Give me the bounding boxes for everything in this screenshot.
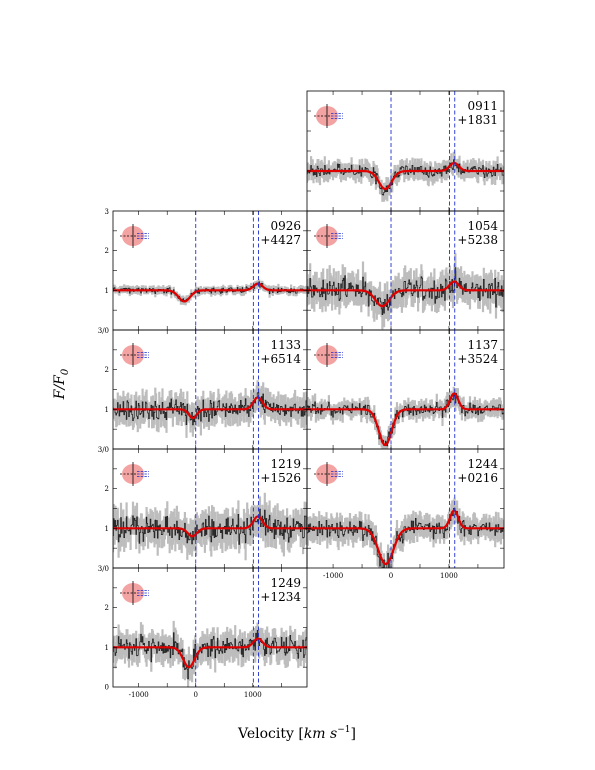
panel-1133: 1 2 3/0 1133+6514: [98, 327, 308, 450]
object-name-bottom-1249: +1234: [260, 590, 301, 604]
svg-text:F/F0: F/F0: [52, 368, 71, 400]
object-name-top-1244: 1244: [467, 457, 498, 471]
ytick-label-1219-0: 1: [105, 525, 109, 533]
model-fit-1133: [113, 396, 307, 420]
object-name-bottom-1219: +1526: [260, 471, 301, 485]
xtick-label-1249-1: 0: [194, 691, 198, 699]
plot-area-0911: [307, 151, 504, 202]
ytick-label-0926-2: 3: [105, 208, 109, 216]
plot-area-1133: [113, 380, 307, 438]
object-name-top-1054: 1054: [467, 219, 498, 233]
model-fit-1219: [113, 515, 307, 538]
ytick-label-1133-0: 1: [105, 406, 109, 414]
plot-area-0926: [113, 279, 307, 306]
error-band-1244: [307, 497, 504, 568]
spectrum-line-1137: [307, 393, 504, 447]
model-fit-0926: [113, 282, 307, 303]
object-name-top-1133: 1133: [270, 338, 301, 352]
ytick-label-1219-1: 2: [105, 485, 109, 493]
xtick-label-1249-2: 1000: [244, 691, 262, 699]
plot-area-1249: [113, 620, 307, 687]
error-band-1137: [307, 386, 504, 449]
panel-1249: -1000 0 1000 0 1 2 3/0 1249+1234: [98, 565, 308, 699]
spectrum-line-1219: [113, 508, 307, 545]
object-name-top-1249: 1249: [270, 576, 301, 590]
plot-area-1244: [307, 497, 504, 568]
ytick-label-1249-1: 1: [105, 644, 109, 652]
object-name-top-0926: 0926: [270, 219, 301, 233]
model-fit-1249: [113, 637, 307, 669]
object-name-bottom-1137: +3524: [457, 352, 498, 366]
ylabel-main: F/F: [52, 374, 68, 400]
object-name-bottom-1054: +5238: [457, 233, 498, 247]
object-name-bottom-1244: +0216: [457, 471, 498, 485]
model-fit-0911: [307, 161, 504, 191]
xlabel-close: ]: [351, 726, 356, 742]
xtick-label-1244-1: 0: [389, 572, 393, 580]
model-fit-1054: [307, 280, 504, 308]
panel-1054: 1054+5238: [306, 210, 505, 331]
xlabel-exp: −1: [337, 725, 350, 735]
object-name-top-1219: 1219: [270, 457, 301, 471]
ylabel-sub: 0: [60, 368, 71, 375]
xtick-label-1244-0: -1000: [323, 572, 343, 580]
object-name-bottom-1133: +6514: [260, 352, 301, 366]
error-band-1249: [113, 620, 307, 687]
plot-area-1219: [113, 492, 307, 561]
xlabel-main: Velocity [: [237, 726, 304, 742]
y-axis-label: F/F0: [52, 368, 71, 400]
panel-0911: 0911+1831: [306, 90, 505, 212]
error-band-0911: [307, 151, 504, 202]
object-name-top-1137: 1137: [467, 338, 498, 352]
object-name-bottom-0926: +4427: [260, 233, 301, 247]
ytick-label-1249-2: 2: [105, 604, 109, 612]
model-fit-1137: [307, 392, 504, 447]
xtick-label-1244-2: 1000: [440, 572, 458, 580]
panel-1244: -1000 0 1000 1244+0216: [306, 448, 505, 580]
ytick-label-1219-2: 3/0: [98, 446, 109, 454]
model-fit-1244: [307, 509, 504, 566]
ytick-label-1133-2: 3/0: [98, 327, 109, 335]
object-name-bottom-0911: +1831: [457, 113, 498, 127]
xlabel-unit: km s: [304, 726, 337, 742]
plot-area-1054: [307, 253, 504, 330]
panels-group: 0911+18311230926+44271054+5238123/01133+…: [98, 90, 505, 699]
ytick-label-1249-3: 3/0: [98, 565, 109, 573]
ytick-label-0926-0: 1: [105, 287, 109, 295]
panel-0926: 1 2 3 0926+4427: [105, 208, 308, 331]
ytick-label-1133-1: 2: [105, 366, 109, 374]
plot-area-1137: [307, 386, 504, 449]
panel-1219: 1 2 3/0 1219+1526: [98, 446, 308, 569]
object-name-top-0911: 0911: [467, 99, 498, 113]
xtick-label-1249-0: -1000: [129, 691, 149, 699]
panel-1137: 1137+3524: [306, 329, 505, 450]
ytick-label-0926-1: 2: [105, 247, 109, 255]
spectrum-line-0911: [307, 159, 504, 196]
ytick-label-1249-0: 0: [105, 684, 109, 692]
x-axis-label: Velocity [km s−1]: [237, 725, 356, 742]
